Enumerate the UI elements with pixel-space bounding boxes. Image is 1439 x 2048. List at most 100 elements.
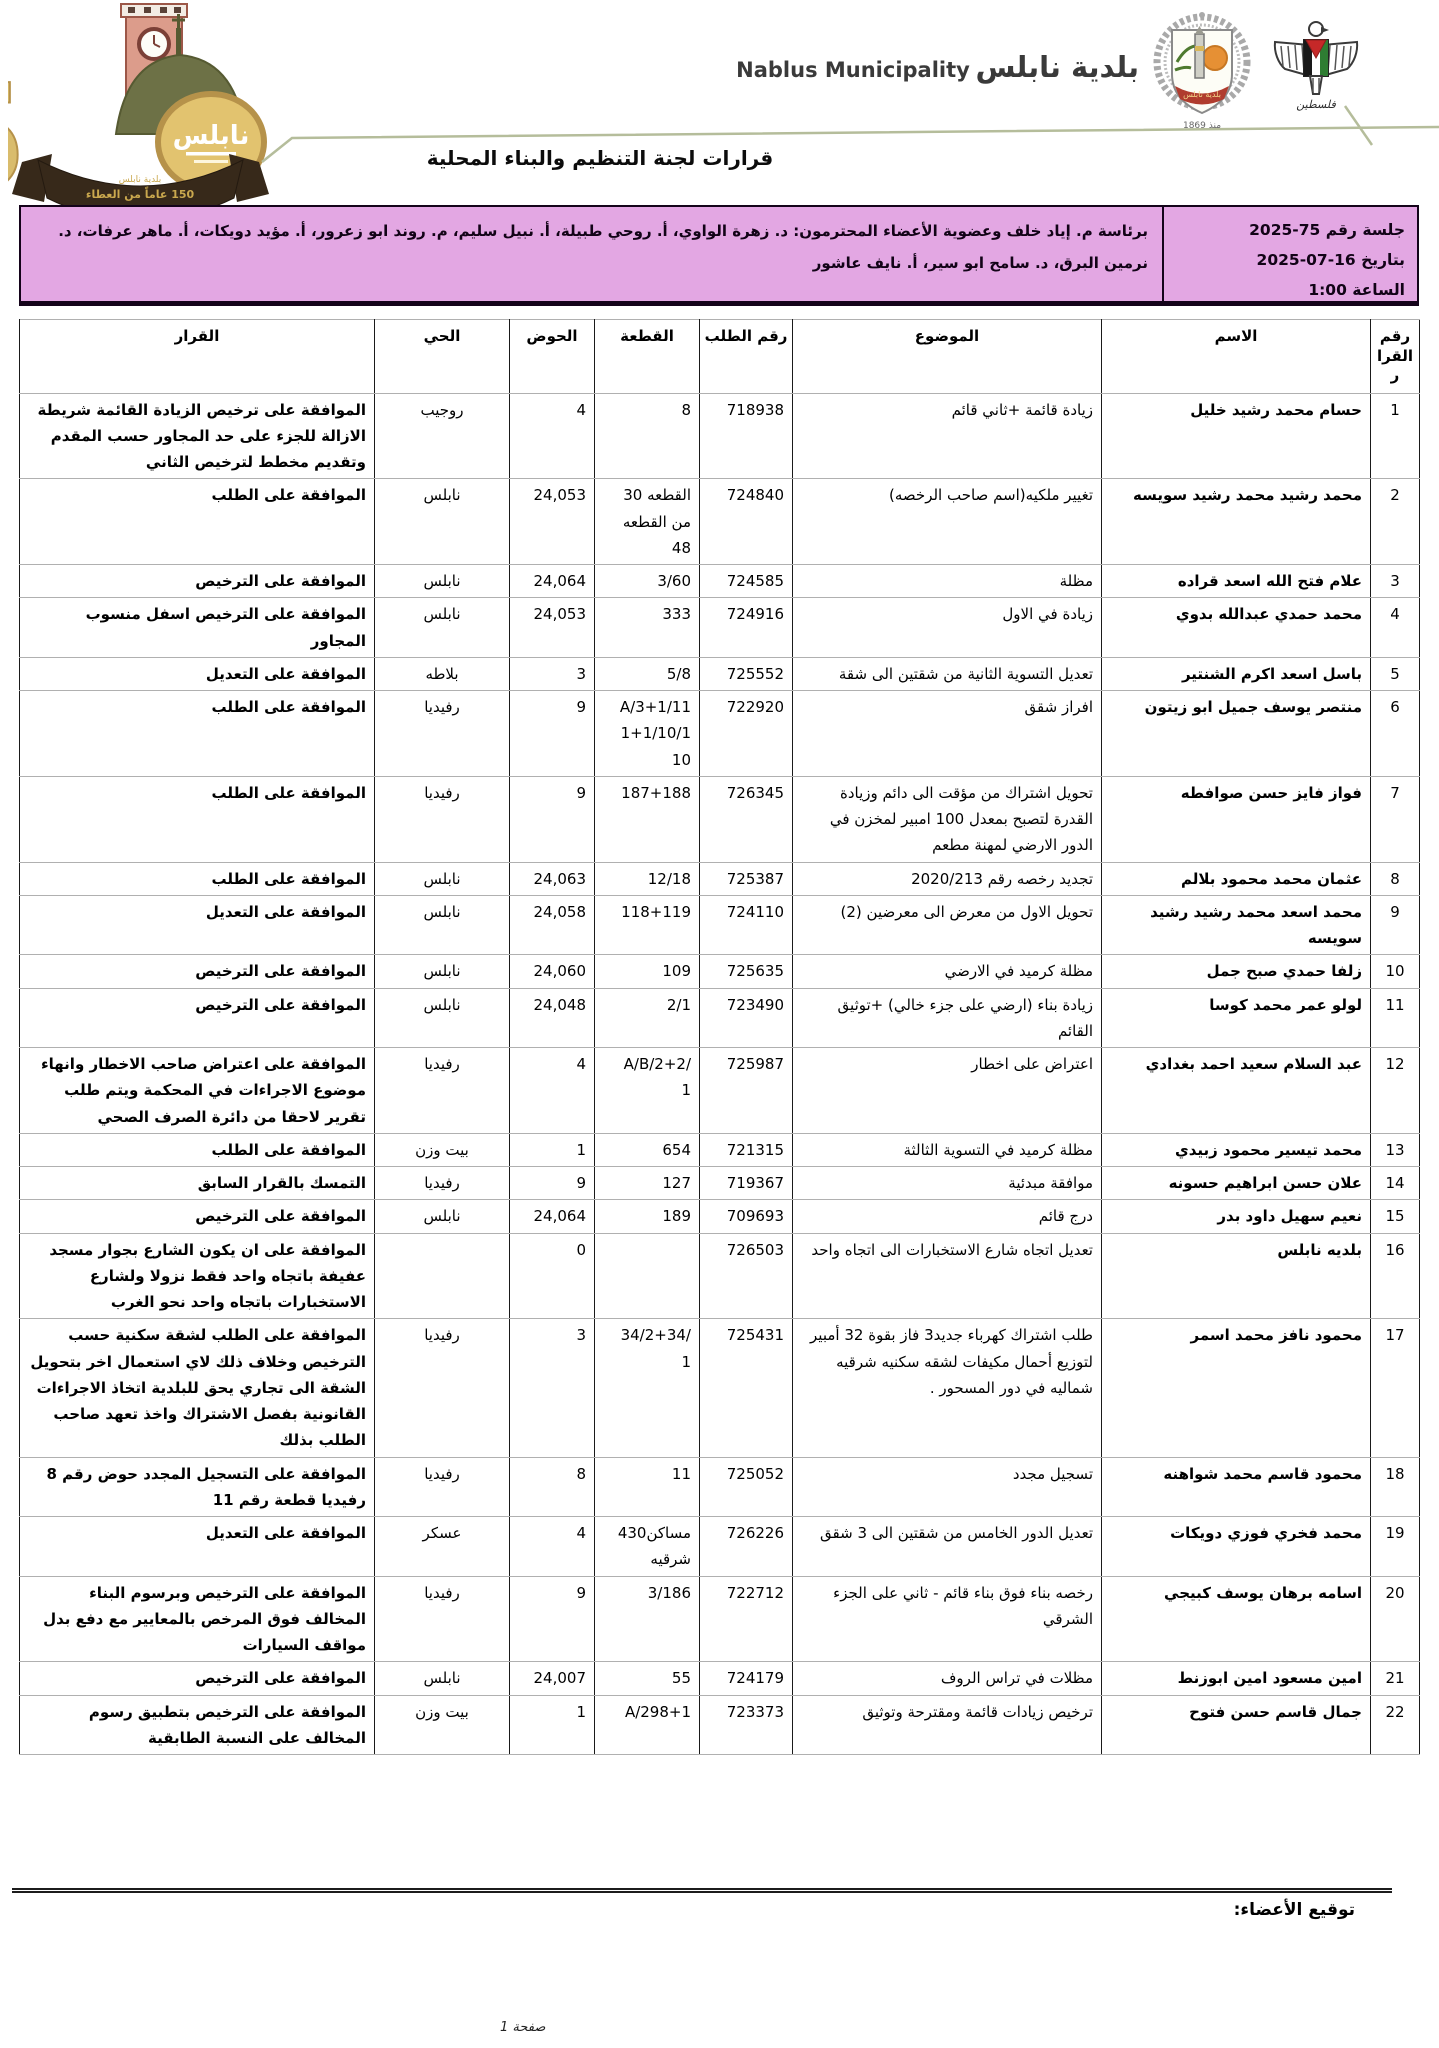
- cell-name: حسام محمد رشيد خليل: [1101, 392, 1371, 480]
- plot-line: A/298+1: [624, 1702, 691, 1721]
- cell-request-number: 722920: [699, 690, 793, 777]
- nablus-150-logo-art: 15 نابلس بلدية نابلس 150 عاماً من العطاء: [0, 3, 269, 226]
- cell-subject: رخصه بناء فوق بناء قائم - ثاني على الجزء…: [792, 1575, 1102, 1663]
- cell-name: علام فتح الله اسعد قراده: [1101, 563, 1371, 599]
- cell-decision: الموافقة على الترخيص: [19, 987, 375, 1048]
- cell-plot: 189: [594, 1199, 700, 1234]
- cell-decision: الموافقة على الترخيص: [19, 1661, 375, 1696]
- table-row: 4 محمد حمدي عبدالله بدوي زيادة في الاول 724…: [19, 597, 1420, 658]
- cell-decision: الموافقة على التسجيل المجدد حوض رقم 8 رف…: [19, 1456, 375, 1517]
- cell-basin: 24,048: [509, 987, 595, 1048]
- cell-request-number: 724179: [699, 1661, 793, 1696]
- cell-plot: 109: [594, 954, 700, 989]
- cell-neighborhood: نابلس: [374, 597, 510, 658]
- cell-neighborhood: نابلس: [374, 954, 510, 989]
- cell-plot: [594, 1232, 700, 1320]
- plot-line: 1+1/10/1: [620, 724, 691, 743]
- cell-request-number: 725431: [699, 1318, 793, 1458]
- cell-name: اسامه برهان يوسف كبيجي: [1101, 1575, 1371, 1663]
- cell-basin: 4: [509, 392, 595, 480]
- cell-name: محمد رشيد محمد رشيد سويسه: [1101, 478, 1371, 565]
- cell-basin: 24,064: [509, 1199, 595, 1234]
- nablus-150-anniversary-logo: 15 نابلس بلدية نابلس 150 عاماً من العطاء: [0, 2, 273, 226]
- cell-basin: 24,058: [509, 894, 595, 956]
- cell-neighborhood: نابلس: [374, 1199, 510, 1234]
- cell-name: محمد اسعد محمد رشيد رشيد سويسه: [1101, 894, 1371, 956]
- cell-decision-number: 10: [1370, 954, 1420, 989]
- cell-subject: زيادة قائمة +ثاني قائم: [792, 392, 1102, 480]
- table-row: 6 منتصر يوسف جميل ابو زيتون افراز شقق 72292…: [19, 690, 1420, 777]
- decisions-table: رقم القرار الاسم الموضوع رقم الطلب القطعة الح…: [19, 319, 1420, 1755]
- cell-name: علان حسن ابراهيم حسونه: [1101, 1165, 1371, 1201]
- cell-neighborhood: رفيديا: [374, 1456, 510, 1517]
- cell-neighborhood: رفيديا: [374, 690, 510, 777]
- plot-line: 5/8: [666, 664, 691, 683]
- cell-request-number: 721315: [699, 1132, 793, 1168]
- plot-line: 654: [662, 1140, 691, 1159]
- cell-decision: الموافقة على التعديل: [19, 1516, 375, 1577]
- cell-subject: مظلة كرميد في الارضي: [792, 954, 1102, 989]
- logo-ribbon-line1: بلدية نابلس: [119, 175, 162, 185]
- plot-line: 118+119: [621, 902, 691, 921]
- cell-subject: ترخيص زيادات قائمة ومقترحة وتوثيق: [792, 1694, 1102, 1755]
- cell-request-number: 718938: [699, 392, 793, 480]
- cell-neighborhood: نابلس: [374, 894, 510, 956]
- cell-subject: زيادة بناء (ارضي على جزء خالي) +توثيق ال…: [792, 987, 1102, 1048]
- cell-subject: تحويل الاول من معرض الى معرضين (2): [792, 894, 1102, 956]
- cell-decision-number: 19: [1370, 1516, 1420, 1577]
- table-row: 19 محمد فخري فوزي دويكات تعديل الدور الخام…: [19, 1516, 1420, 1577]
- cell-name: محمد تيسير محمود زبيدي: [1101, 1132, 1371, 1168]
- table-row: 11 لولو عمر محمد كوسا زيادة بناء (ارضي على…: [19, 987, 1420, 1048]
- logo-ribbon-line2: 150 عاماً من العطاء: [86, 186, 195, 201]
- cell-decision-number: 14: [1370, 1165, 1420, 1201]
- cell-decision: الموافقة على التعديل: [19, 894, 375, 956]
- cell-neighborhood: رفيديا: [374, 775, 510, 863]
- cell-basin: 3: [509, 1318, 595, 1458]
- cell-request-number: 725552: [699, 656, 793, 692]
- cell-plot: 34/2+34/1: [594, 1318, 700, 1458]
- plot-line: من القطعه: [622, 512, 691, 531]
- column-header: الحوض: [509, 319, 595, 394]
- cell-plot: القطعه 30 من القطعه 48: [594, 478, 700, 565]
- cell-basin: 24,064: [509, 563, 595, 599]
- cell-decision: الموافقة على الطلب: [19, 1132, 375, 1168]
- plot-line: 8: [681, 400, 691, 419]
- cell-request-number: 725987: [699, 1047, 793, 1134]
- cell-subject: زيادة في الاول: [792, 597, 1102, 658]
- cell-request-number: 719367: [699, 1165, 793, 1201]
- column-header: رقم الطلب: [699, 319, 793, 394]
- table-row: 15 نعيم سهيل داود بدر درج قائم 709693 189 24,…: [19, 1199, 1420, 1234]
- cell-name: عبد السلام سعيد احمد بغدادي: [1101, 1047, 1371, 1134]
- column-header: الموضوع: [792, 319, 1102, 394]
- table-row: 14 علان حسن ابراهيم حسونه موافقة مبدئية 719…: [19, 1165, 1420, 1201]
- column-header: رقم القرار: [1370, 319, 1420, 394]
- cell-request-number: 726503: [699, 1232, 793, 1320]
- cell-plot: 8: [594, 392, 700, 480]
- cell-plot: 11: [594, 1456, 700, 1517]
- cell-plot: A/3+1/11 1+1/10/1 10: [594, 690, 700, 777]
- table-row: 2 محمد رشيد محمد رشيد سويسه تغيير ملكيه(اس…: [19, 478, 1420, 565]
- cell-subject: درج قائم: [792, 1199, 1102, 1234]
- cell-request-number: 725387: [699, 861, 793, 896]
- cell-request-number: 725635: [699, 954, 793, 989]
- cell-decision-number: 2: [1370, 478, 1420, 565]
- cell-decision-number: 8: [1370, 861, 1420, 896]
- cell-plot: 3/60: [594, 563, 700, 599]
- table-row: 3 علام فتح الله اسعد قراده مظلة 724585 3/60 2…: [19, 563, 1420, 599]
- cell-basin: 9: [509, 775, 595, 863]
- cell-basin: 24,053: [509, 597, 595, 658]
- plot-line: 3/186: [647, 1583, 691, 1602]
- cell-neighborhood: نابلس: [374, 1661, 510, 1696]
- cell-name: محمود نافز محمد اسمر: [1101, 1318, 1371, 1458]
- brand-english: Nablus Municipality: [736, 58, 970, 82]
- cell-plot: 55: [594, 1661, 700, 1696]
- cell-subject: تحويل اشتراك من مؤقت الى دائم وزيادة الق…: [792, 775, 1102, 863]
- cell-subject: طلب اشتراك كهرباء جديد3 فاز بقوة 32 أمبي…: [792, 1318, 1102, 1458]
- cell-decision: الموافقة على اعتراض صاحب الاخطار وانهاء …: [19, 1047, 375, 1134]
- cell-basin: 9: [509, 1575, 595, 1663]
- cell-request-number: 724840: [699, 478, 793, 565]
- cell-basin: 1: [509, 1694, 595, 1755]
- cell-basin: 24,060: [509, 954, 595, 989]
- muni-emblem-caption: منذ 1869: [1183, 121, 1221, 131]
- cell-subject: تعديل اتجاه شارع الاستخبارات الى اتجاه و…: [792, 1232, 1102, 1320]
